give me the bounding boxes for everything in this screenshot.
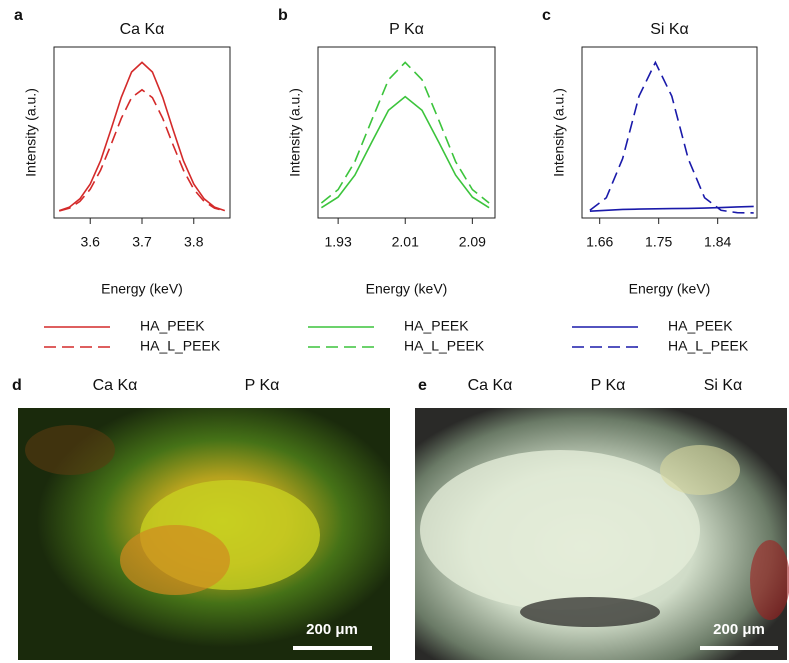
- x-tick-label: 3.7: [132, 234, 152, 250]
- scale-bar-label: 200 μm: [306, 621, 358, 638]
- channel-label: P Kα: [245, 377, 280, 394]
- y-axis-label: Intensity (a.u.): [551, 88, 567, 177]
- x-axis-label: Energy (keV): [366, 281, 448, 297]
- data-line: [58, 88, 226, 212]
- channel-label: Ca Kα: [93, 377, 138, 394]
- legend-label: HA_PEEK: [668, 318, 733, 334]
- x-tick-label: 2.09: [459, 234, 486, 250]
- x-tick-label: 2.01: [392, 234, 419, 250]
- channel-label: Ca Kα: [468, 377, 513, 394]
- data-line: [58, 61, 226, 212]
- panel-label: e: [418, 377, 427, 394]
- x-tick-label: 1.84: [704, 234, 731, 250]
- data-line: [589, 60, 754, 214]
- y-axis-label: Intensity (a.u.): [287, 88, 303, 177]
- panel-label: b: [278, 7, 288, 24]
- channel-label: P Kα: [591, 377, 626, 394]
- x-axis-label: Energy (keV): [101, 281, 183, 297]
- image-e: [415, 408, 789, 660]
- scale-bar-label: 200 μm: [713, 621, 765, 638]
- legend-label: HA_L_PEEK: [404, 338, 485, 354]
- plot-frame: [53, 46, 231, 219]
- y-axis-label: Intensity (a.u.): [23, 88, 39, 177]
- x-tick-label: 1.93: [325, 234, 352, 250]
- channel-label: Si Kα: [704, 377, 743, 394]
- x-tick-label: 1.66: [586, 234, 613, 250]
- plot-frame: [581, 46, 758, 219]
- legend-label: HA_L_PEEK: [668, 338, 749, 354]
- panel-label: d: [12, 377, 22, 394]
- panel-label: a: [14, 7, 23, 24]
- legend-label: HA_PEEK: [140, 318, 205, 334]
- plot-frame: [317, 46, 496, 219]
- chart-title: Si Kα: [650, 21, 689, 38]
- x-tick-label: 3.6: [81, 234, 101, 250]
- data-line: [320, 61, 490, 204]
- data-line: [589, 205, 754, 212]
- image-d: [18, 408, 390, 660]
- chart-title: Ca Kα: [120, 21, 165, 38]
- x-tick-label: 3.8: [184, 234, 204, 250]
- data-line: [320, 95, 490, 209]
- legend-label: HA_PEEK: [404, 318, 469, 334]
- x-tick-label: 1.75: [645, 234, 672, 250]
- chart-title: P Kα: [389, 21, 424, 38]
- legend-label: HA_L_PEEK: [140, 338, 221, 354]
- panel-label: c: [542, 7, 551, 24]
- x-axis-label: Energy (keV): [629, 281, 711, 297]
